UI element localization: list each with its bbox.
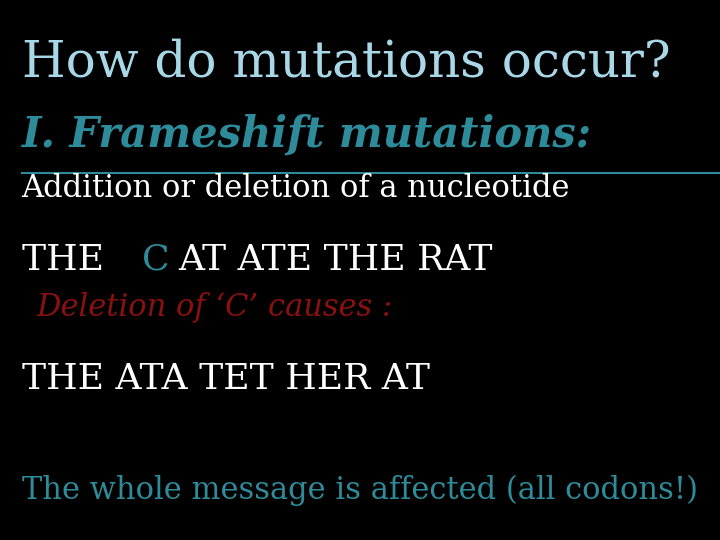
- Text: THE ATA TET HER AT: THE ATA TET HER AT: [22, 362, 430, 396]
- Text: Deletion of ‘C’ causes :: Deletion of ‘C’ causes :: [36, 292, 392, 322]
- Text: The whole message is affected (all codons!): The whole message is affected (all codon…: [22, 475, 698, 507]
- Text: How do mutations occur?: How do mutations occur?: [22, 38, 670, 87]
- Text: THE: THE: [22, 243, 115, 277]
- Text: I. Frameshift mutations:: I. Frameshift mutations:: [22, 113, 592, 156]
- Text: AT ATE THE RAT: AT ATE THE RAT: [178, 243, 492, 277]
- Text: Addition or deletion of a nucleotide: Addition or deletion of a nucleotide: [22, 173, 570, 204]
- Text: C: C: [143, 243, 170, 277]
